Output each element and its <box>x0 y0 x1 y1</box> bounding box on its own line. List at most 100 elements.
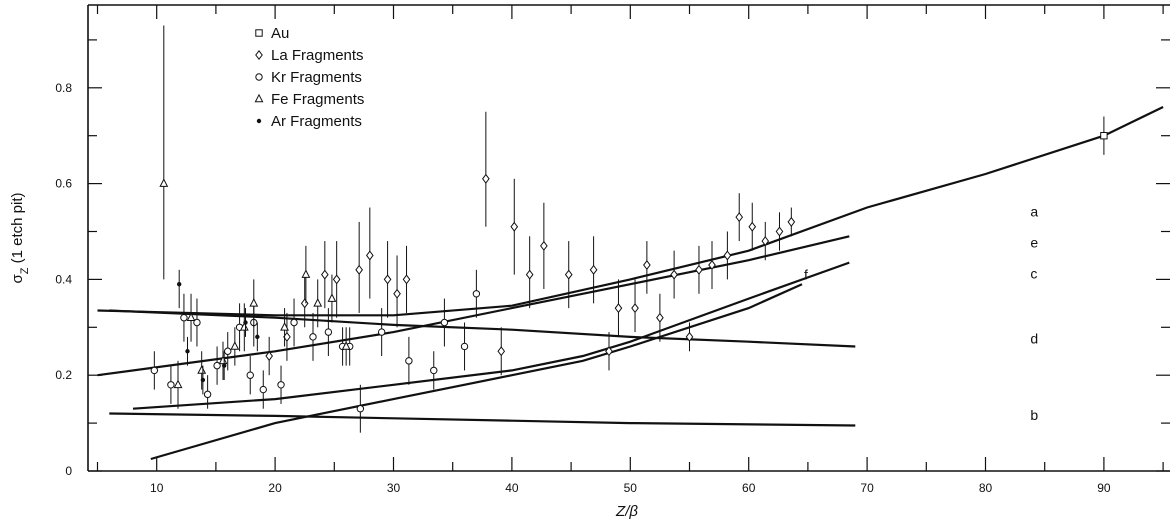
ar-fragments-point <box>200 377 206 383</box>
ar-fragments-point <box>255 334 260 340</box>
la-fragments-point <box>355 264 363 275</box>
x-tick-label: 90 <box>1097 481 1111 495</box>
la-fragments-point <box>656 312 664 323</box>
kr-fragments-point <box>203 390 212 399</box>
fe-fragments-point <box>218 355 228 365</box>
fe-fragments-point <box>230 341 240 350</box>
la-fragments-point <box>540 240 548 251</box>
x-tick-label: 80 <box>979 481 993 495</box>
kr-fragments-point <box>224 347 232 355</box>
la-fragments-point <box>300 298 309 309</box>
legend-marker-kr-fragments <box>255 73 263 81</box>
ar-fragments-point <box>185 349 190 354</box>
curve-a <box>97 106 1164 317</box>
ar-fragments-point <box>221 363 227 368</box>
legend-label-fe-fragments: Fe Fragments <box>271 91 364 108</box>
la-fragments-point <box>482 173 490 184</box>
kr-fragments-point <box>246 371 254 379</box>
fe-fragments-point <box>280 322 289 331</box>
kr-fragments-point <box>430 366 438 375</box>
la-fragments-point <box>787 216 796 227</box>
la-fragments-point <box>402 274 411 285</box>
kr-fragments-point <box>259 385 267 394</box>
fe-fragments-point <box>313 298 323 307</box>
curve-label-a: a <box>1030 203 1038 219</box>
y-tick-label: 0.6 <box>55 177 72 191</box>
theory-curves <box>97 106 1164 461</box>
ar-fragments-point <box>176 281 182 287</box>
kr-fragments-point <box>472 290 481 298</box>
la-fragments-point <box>320 269 329 280</box>
kr-fragments-point <box>405 357 413 365</box>
kr-fragments-point <box>290 318 298 327</box>
y-tick-label: 0.2 <box>55 368 72 382</box>
curve-label-d: d <box>1030 330 1038 346</box>
axis-ticks <box>88 5 1170 472</box>
kr-fragments-point <box>377 328 386 336</box>
legend-label-ar-fragments: Ar Fragments <box>271 113 362 130</box>
fe-fragments-point <box>341 341 351 350</box>
kr-fragments-point <box>440 318 449 327</box>
kr-fragments-point <box>277 381 285 389</box>
y-axis-label-sub: Z <box>19 267 31 274</box>
kr-fragments-point <box>309 333 317 341</box>
la-fragments-point <box>670 269 678 280</box>
x-tick-label: 30 <box>387 481 401 495</box>
legend-marker-ar-fragments <box>256 118 262 124</box>
la-fragments-point <box>723 250 732 261</box>
x-tick-label: 50 <box>624 481 638 495</box>
ar-fragments-point <box>243 320 248 325</box>
la-fragments-point <box>761 236 770 247</box>
la-fragments-point <box>393 288 401 299</box>
y-tick-labels: 0 0.2 0.4 0.6 0.8 <box>55 81 72 478</box>
la-fragments-point <box>614 303 623 314</box>
la-fragments-point <box>735 212 744 223</box>
la-fragments-point <box>383 274 392 285</box>
la-fragments-point <box>775 226 784 237</box>
la-fragments-point <box>510 221 519 232</box>
fe-fragments-point <box>301 269 311 278</box>
fe-fragments-point <box>186 312 196 322</box>
kr-fragments-point <box>324 328 333 336</box>
kr-fragments-point <box>460 342 469 351</box>
curve-d <box>109 309 856 348</box>
curve-b <box>109 412 856 427</box>
x-tick-label: 70 <box>860 481 874 495</box>
la-fragments-point <box>525 269 534 280</box>
la-fragments-point <box>564 269 573 280</box>
la-fragments-point <box>365 250 374 261</box>
kr-fragments-point <box>150 366 159 375</box>
kr-fragments-point <box>180 314 188 322</box>
la-fragments-point <box>265 351 274 362</box>
curve-labels: aec f d b <box>804 203 1038 423</box>
y-tick-label: 0 <box>65 464 72 478</box>
legend-marker-fe-fragments <box>254 93 264 103</box>
la-fragments-point <box>643 260 651 271</box>
la-fragments-point <box>685 331 694 342</box>
plot-frame-group <box>87 4 1170 472</box>
fe-fragments-point <box>249 298 259 307</box>
la-fragments-point <box>332 274 341 285</box>
fe-fragments-point <box>173 379 183 389</box>
curve-e <box>97 235 850 377</box>
y-tick-label: 0.8 <box>55 81 72 95</box>
x-tick-label: 40 <box>505 481 519 495</box>
fe-fragments-point <box>197 365 207 374</box>
y-axis-label-rest: (1 etch pit) <box>9 192 26 267</box>
curve-f <box>150 283 803 461</box>
y-axis-label: σZ (1 etch pit) <box>9 192 31 283</box>
au-point <box>1100 132 1108 140</box>
la-fragments-point <box>631 303 639 314</box>
x-tick-labels: 10 20 30 40 50 60 70 80 90 <box>150 481 1111 495</box>
curve-label-e: e <box>1030 234 1038 250</box>
x-axis-label: Z/β <box>615 503 638 520</box>
la-fragments-point <box>708 260 716 271</box>
y-tick-label: 0.4 <box>55 272 72 286</box>
curve-c <box>132 261 850 410</box>
kr-fragments-point <box>167 381 175 389</box>
legend-marker-au <box>255 29 263 37</box>
fe-fragments-point <box>239 322 249 331</box>
data-points <box>150 25 1108 433</box>
legend-label-kr-fragments: Kr Fragments <box>271 69 362 86</box>
